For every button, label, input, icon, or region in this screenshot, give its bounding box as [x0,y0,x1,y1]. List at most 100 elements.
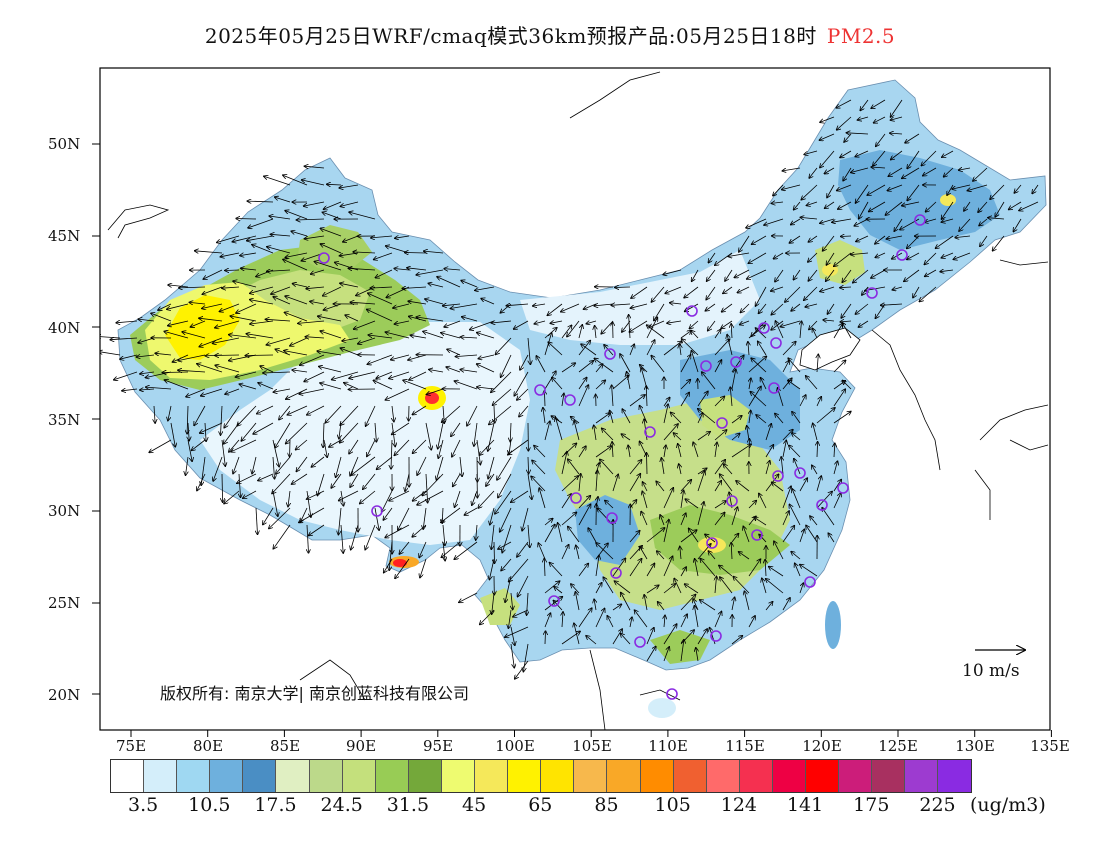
wind-arrow [820,116,835,122]
wind-arrow [568,459,580,475]
wind-arrow [680,547,681,560]
wind-arrow [833,323,843,339]
wind-arrow [841,236,852,237]
wind-arrow [781,457,783,475]
wind-arrow [375,269,393,278]
wind-arrow [286,388,308,399]
wind-arrow [913,286,920,298]
wind-arrow [348,268,376,270]
legend-unit: (ug/m3) [970,794,1046,816]
wind-arrow [680,490,684,509]
wind-arrow [488,422,495,451]
wind-arrow [561,452,567,475]
wind-arrow [663,488,673,509]
wind-arrow [827,184,835,198]
wind-arrow [887,184,903,191]
hunan-hotspot [698,537,726,553]
wind-arrow [120,354,138,359]
wind-arrow [921,150,937,166]
wind-arrow [425,422,431,450]
wind-arrow [215,355,240,356]
wind-arrow [692,269,699,281]
wind-arrow [808,252,818,262]
wind-arrow [979,218,988,226]
wind-arrow [460,456,462,476]
wind-arrow [782,511,789,526]
city-marker [706,537,718,549]
wind-arrow [888,167,903,176]
wind-arrow [791,303,801,311]
legend-label: 3.5 [127,794,159,816]
wind-arrow [299,388,325,394]
wind-arrow [393,303,410,308]
wind-arrow [389,490,410,501]
wind-arrow [293,284,308,288]
wind-arrow [740,320,750,325]
wind-arrow [528,456,529,474]
wind-arrow [368,293,393,305]
wind-arrow [782,342,796,356]
wind-arrow [446,367,461,373]
wind-arrow [646,585,659,594]
wind-arrow [646,628,654,645]
wind-arrow [163,372,189,373]
wind-arrow [285,296,308,305]
city-marker [768,382,780,394]
wind-arrow [643,482,648,492]
wind-arrow [550,563,563,577]
wind-arrow [511,490,529,502]
wind-arrow [841,303,852,318]
wind-arrow [635,610,648,628]
wind-arrow [578,608,592,628]
wind-arrow [722,303,733,312]
lat-label: 50N [48,135,81,153]
wind-arrow [402,287,427,289]
wind-arrow [149,439,172,452]
wind-arrow [697,391,708,407]
wind-arrow [1032,184,1039,194]
wind-arrow [558,523,563,543]
wind-arrow [491,371,512,392]
wind-arrow [114,371,138,380]
wind-arrow [237,473,257,483]
wind-arrow [684,286,699,298]
wind-arrow [749,378,751,390]
wind-arrow [368,335,393,339]
wind-arrow [816,492,832,509]
wind-arrow [367,354,393,364]
wind-arrow [728,252,750,257]
wind-arrow [292,370,308,372]
wind-arrow [674,433,682,441]
wind-arrow [827,303,835,314]
wind-arrow [408,301,427,305]
wind-arrow [748,342,749,356]
city-marker [606,512,618,524]
wind-arrow [663,269,682,275]
wind-arrow [926,201,937,212]
wind-arrow [640,547,648,560]
wind-arrow [416,317,444,322]
wind-arrow [595,380,605,390]
wind-arrow [336,456,342,477]
wind-arrow [769,567,784,577]
wind-arrow [441,507,461,522]
wind-arrow [607,616,614,628]
wind-arrow [239,384,257,390]
wind-arrow [807,201,818,206]
wind-arrow [365,524,376,550]
wind-arrow [691,351,699,373]
wind-arrow [510,643,514,668]
city-marker [816,499,828,511]
wind-arrow [534,446,546,458]
wind-arrow [474,422,478,446]
wind-arrow [691,331,699,339]
wind-arrow [314,262,342,271]
wind-arrow [478,490,495,508]
plateau-low-pm-fill [200,322,530,545]
wind-arrow [714,396,724,407]
wind-arrow [186,388,206,397]
wind-arrow [246,334,274,339]
wind-arrow [236,219,257,220]
wind-arrow [772,482,784,492]
wind-arrow [351,524,359,550]
